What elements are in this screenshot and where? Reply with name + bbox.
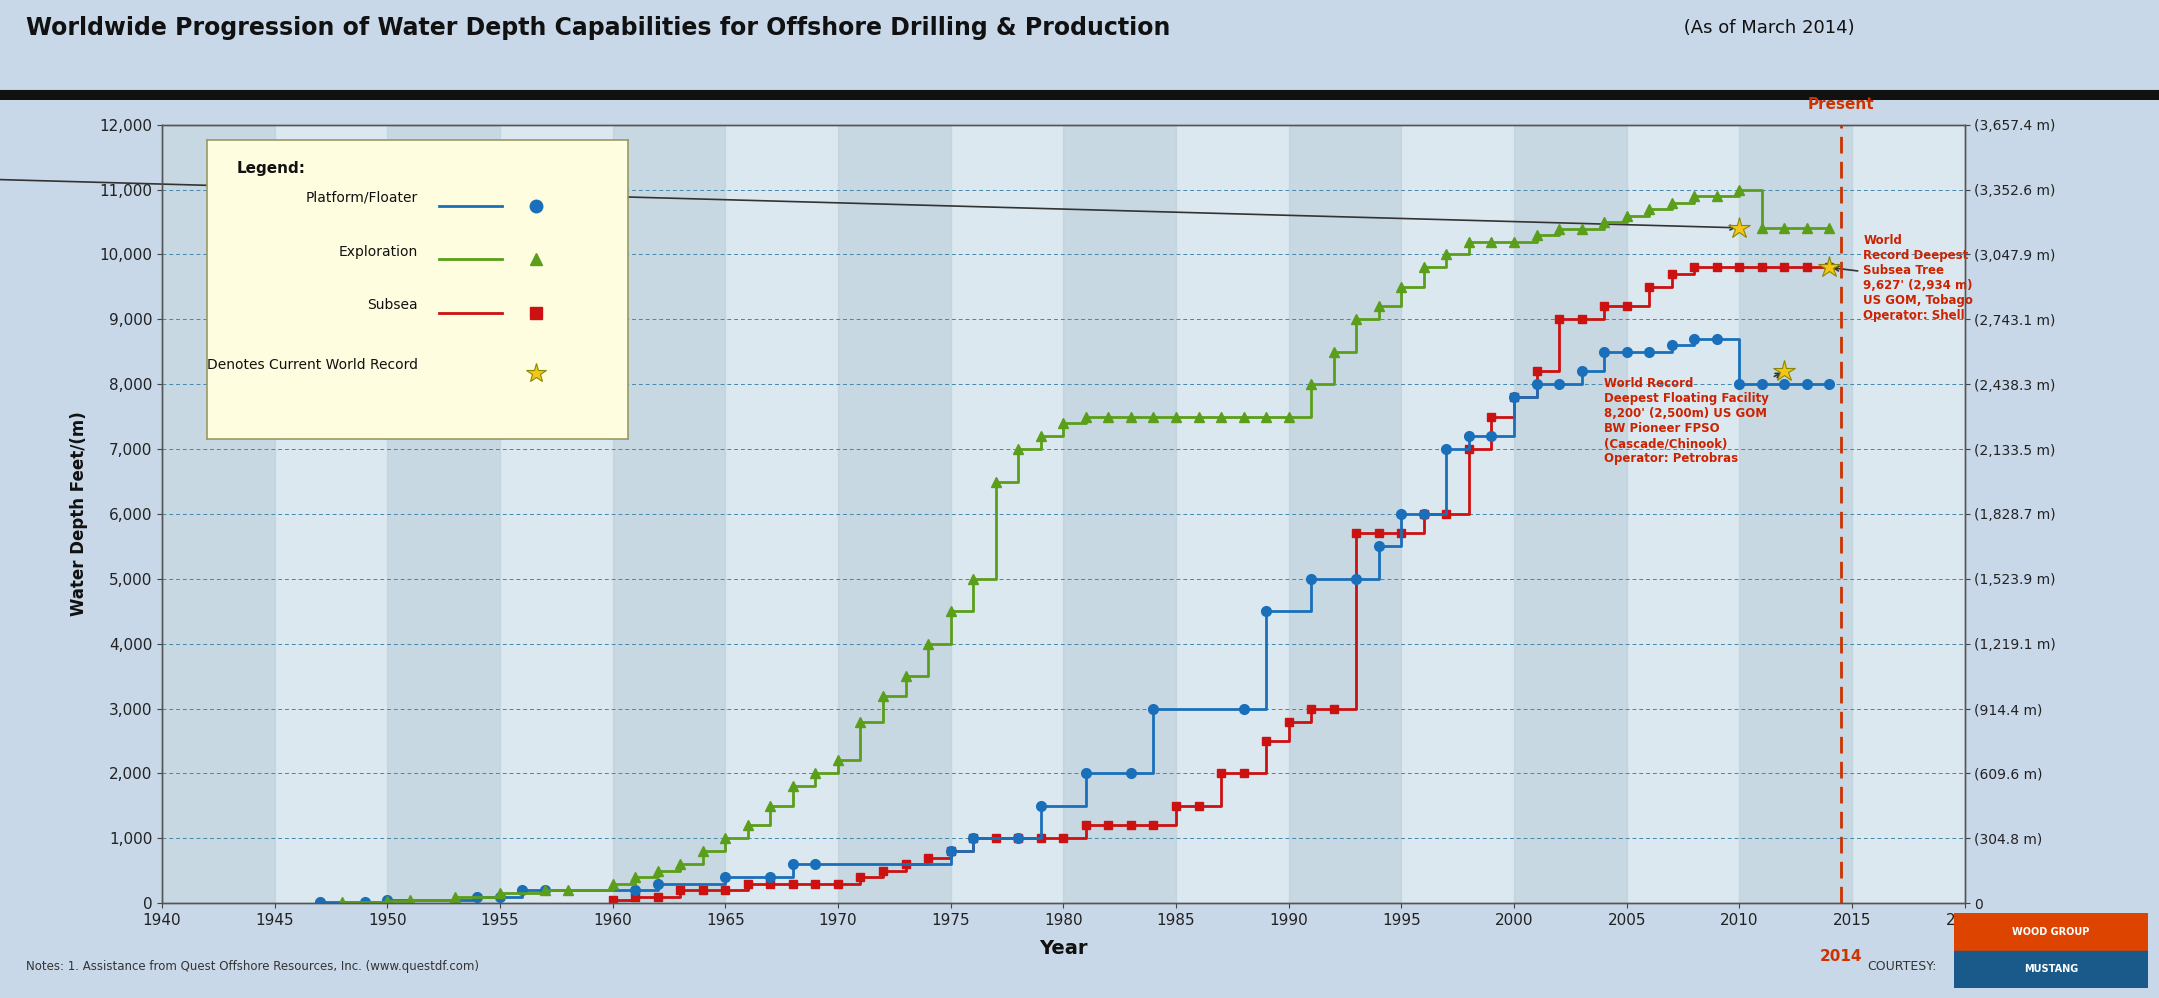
Text: Present: Present bbox=[1807, 97, 1874, 112]
Text: World Record
Deepest Floating Facility
8,200' (2,500m) US GOM
BW Pioneer FPSO
(C: World Record Deepest Floating Facility 8… bbox=[1604, 373, 1781, 465]
Bar bbox=[1954, 913, 2148, 950]
Text: World Record DP Drilling
10,411' (3,174m)
Offshore India
Rig: Dhirubhai Deepwate: World Record DP Drilling 10,411' (3,174m… bbox=[0, 107, 1734, 230]
Bar bbox=[1954, 950, 2148, 988]
Text: MUSTANG: MUSTANG bbox=[2023, 964, 2079, 974]
Bar bbox=[1289, 125, 1401, 903]
Bar bbox=[1513, 125, 1626, 903]
Text: COURTESY:: COURTESY: bbox=[1868, 960, 1937, 973]
Text: Denotes Current World Record: Denotes Current World Record bbox=[207, 358, 419, 372]
Text: Legend:: Legend: bbox=[237, 161, 307, 176]
Text: Worldwide Progression of Water Depth Capabilities for Offshore Drilling & Produc: Worldwide Progression of Water Depth Cap… bbox=[26, 16, 1170, 40]
Y-axis label: Water Depth Feet/(m): Water Depth Feet/(m) bbox=[69, 411, 89, 617]
Text: (As of March 2014): (As of March 2014) bbox=[1678, 19, 1855, 37]
Bar bbox=[613, 125, 725, 903]
Text: Platform/Floater: Platform/Floater bbox=[307, 191, 419, 205]
Bar bbox=[386, 125, 501, 903]
X-axis label: Year: Year bbox=[1038, 939, 1088, 958]
Text: 2014: 2014 bbox=[1820, 948, 1861, 964]
Text: Subsea: Subsea bbox=[367, 298, 419, 312]
Text: WOOD GROUP: WOOD GROUP bbox=[2012, 927, 2090, 937]
Text: Exploration: Exploration bbox=[339, 245, 419, 258]
Bar bbox=[1064, 125, 1177, 903]
Bar bbox=[162, 125, 274, 903]
Text: World
Record Deepest
Subsea Tree
9,627' (2,934 m)
US GOM, Tobago
Operator: Shell: World Record Deepest Subsea Tree 9,627' … bbox=[1835, 235, 1973, 322]
Text: Notes: 1. Assistance from Quest Offshore Resources, Inc. (www.questdf.com): Notes: 1. Assistance from Quest Offshore… bbox=[26, 960, 479, 973]
Bar bbox=[838, 125, 950, 903]
Bar bbox=[1740, 125, 1852, 903]
